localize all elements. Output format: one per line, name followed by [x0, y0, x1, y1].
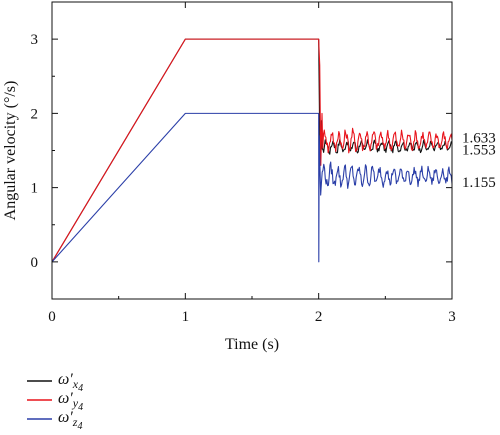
y-tick-label: 0	[31, 255, 39, 271]
value-annotation: 1.633	[462, 131, 496, 147]
value-annotation: 1.155	[462, 175, 496, 191]
legend: ω′x4ω′y4ω′z4	[27, 371, 83, 432]
x-tick-label: 3	[448, 309, 456, 325]
x-tick-label: 0	[48, 309, 56, 325]
value-annotation: 1.553	[462, 143, 496, 159]
x-tick-label: 1	[182, 309, 190, 325]
plot-series-group	[51, 38, 453, 263]
x-axis-label: Time (s)	[225, 336, 279, 353]
series-line-z	[51, 112, 453, 263]
y-tick-label: 2	[31, 106, 39, 122]
legend-label: ω′y4	[58, 390, 83, 413]
ticks-group: 0 1 2 3 0 1 2 3	[31, 2, 456, 325]
legend-label: ω′z4	[58, 409, 82, 432]
series-line-y	[51, 38, 453, 263]
y-axis-label: Angular velocity (°/s)	[2, 81, 19, 221]
y-tick-label: 1	[31, 181, 39, 197]
x-tick-label: 2	[315, 309, 323, 325]
legend-label: ω′x4	[58, 371, 83, 394]
y-tick-label: 3	[31, 32, 39, 48]
